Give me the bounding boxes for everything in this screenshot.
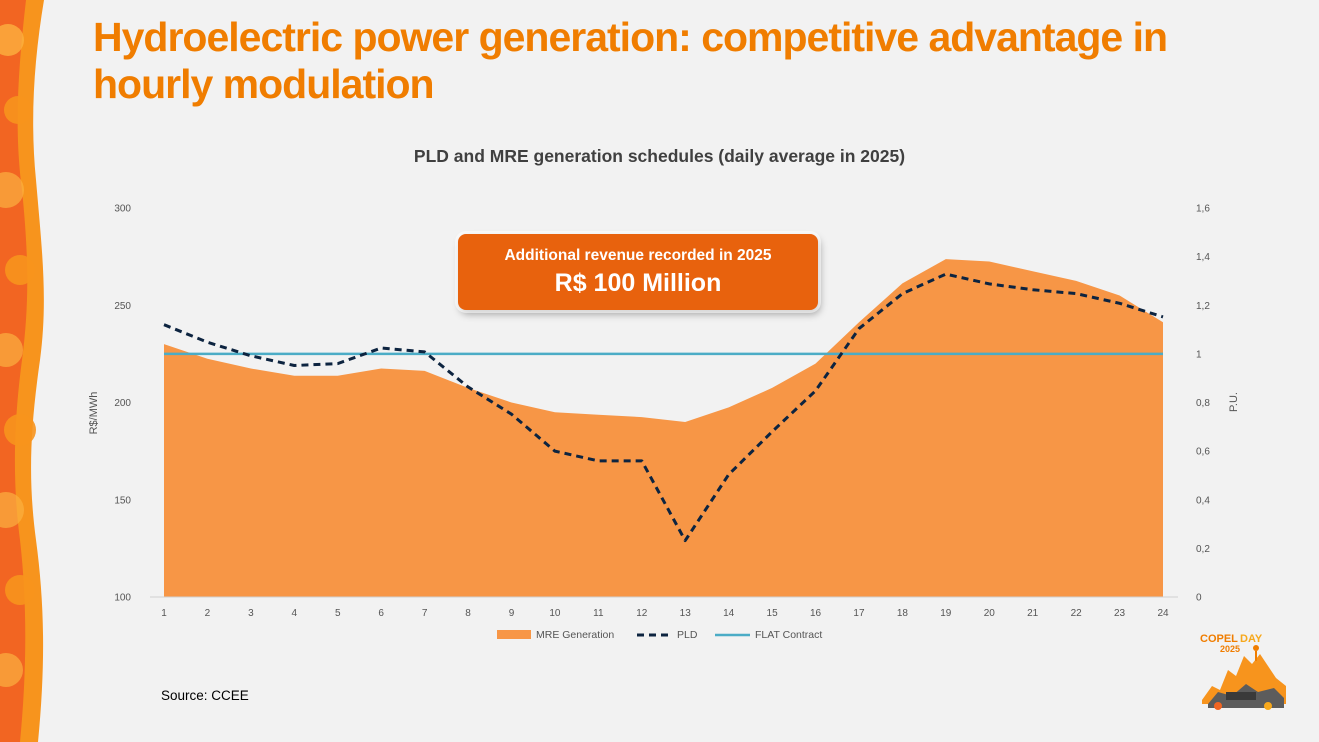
x-tick-label: 11 bbox=[593, 608, 604, 619]
legend-label-flat: FLAT Contract bbox=[755, 629, 822, 641]
x-tick-label: 21 bbox=[1027, 608, 1039, 619]
x-tick-label: 14 bbox=[723, 608, 735, 619]
slide-title: Hydroelectric power generation: competit… bbox=[93, 14, 1168, 107]
x-tick-label: 8 bbox=[465, 608, 471, 619]
y-left-tick-label: 100 bbox=[114, 593, 131, 604]
y-left-tick-label: 250 bbox=[114, 301, 131, 312]
y-right-tick-label: 1,2 bbox=[1196, 301, 1210, 312]
x-tick-label: 9 bbox=[509, 608, 515, 619]
legend-group: MRE Generation PLD FLAT Contract bbox=[497, 629, 822, 641]
series-mre-generation-area bbox=[164, 259, 1163, 597]
y-left-tick-label: 300 bbox=[114, 204, 131, 215]
y-right-tick-label: 1,6 bbox=[1196, 204, 1210, 215]
x-tick-label: 17 bbox=[853, 608, 865, 619]
x-tick-label: 19 bbox=[940, 608, 952, 619]
y-right-tick-label: 1 bbox=[1196, 349, 1202, 360]
y-right-axis-title: P.U. bbox=[1228, 392, 1240, 412]
source-note: Source: CCEE bbox=[161, 688, 249, 703]
x-tick-label: 4 bbox=[292, 608, 298, 619]
x-tick-label: 7 bbox=[422, 608, 428, 619]
y-left-tick-label: 150 bbox=[114, 495, 131, 506]
x-tick-label: 10 bbox=[549, 608, 561, 619]
series-pld-line bbox=[163, 272, 1164, 543]
y-right-tick-label: 0,8 bbox=[1196, 398, 1210, 409]
x-tick-label: 1 bbox=[161, 608, 167, 619]
y-right-tick-label: 0,6 bbox=[1196, 447, 1210, 458]
logo-event: DAY bbox=[1240, 633, 1263, 645]
legend-label-pld: PLD bbox=[677, 629, 698, 641]
logo-year: 2025 bbox=[1220, 644, 1240, 654]
copel-day-logo: COPEL DAY 2025 bbox=[1198, 626, 1290, 714]
pld-line-group bbox=[163, 272, 1164, 543]
x-tick-label: 15 bbox=[767, 608, 779, 619]
x-tick-label: 3 bbox=[248, 608, 254, 619]
legend-swatch-mre bbox=[497, 630, 531, 639]
x-tick-label: 20 bbox=[984, 608, 996, 619]
x-tick-label: 12 bbox=[636, 608, 648, 619]
callout-value: R$ 100 Million bbox=[554, 269, 722, 297]
x-tick-label: 18 bbox=[897, 608, 909, 619]
x-tick-label: 23 bbox=[1114, 608, 1126, 619]
x-tick-label: 22 bbox=[1071, 608, 1083, 619]
mre-area-group bbox=[164, 259, 1163, 597]
y-left-axis-title: R$/MWh bbox=[88, 392, 100, 435]
x-tick-label: 2 bbox=[205, 608, 211, 619]
chart-title: PLD and MRE generation schedules (daily … bbox=[413, 146, 906, 166]
y-left-tick-label: 200 bbox=[114, 398, 131, 409]
y-right-tick-label: 1,4 bbox=[1196, 252, 1210, 263]
x-tick-label: 13 bbox=[680, 608, 692, 619]
y-right-tick-label: 0 bbox=[1196, 593, 1202, 604]
y-right-tick-label: 0,4 bbox=[1196, 495, 1210, 506]
callout-caption: Additional revenue recorded in 2025 bbox=[504, 247, 772, 264]
axes-group: 1 2 3 4 5 6 7 8 9 10 11 12 13 14 15 16 17 18 19 20 21 22 23 243… bbox=[88, 204, 1240, 620]
logo-brand: COPEL bbox=[1200, 633, 1238, 645]
x-tick-label: 24 bbox=[1157, 608, 1169, 619]
decorative-wave-border bbox=[0, 0, 60, 742]
legend-label-mre: MRE Generation bbox=[536, 629, 614, 641]
x-tick-label: 6 bbox=[378, 608, 384, 619]
x-tick-label: 5 bbox=[335, 608, 341, 619]
y-right-tick-label: 0,2 bbox=[1196, 544, 1210, 555]
revenue-callout: Additional revenue recorded in 2025 R$ 1… bbox=[458, 234, 818, 310]
x-tick-label: 16 bbox=[810, 608, 822, 619]
